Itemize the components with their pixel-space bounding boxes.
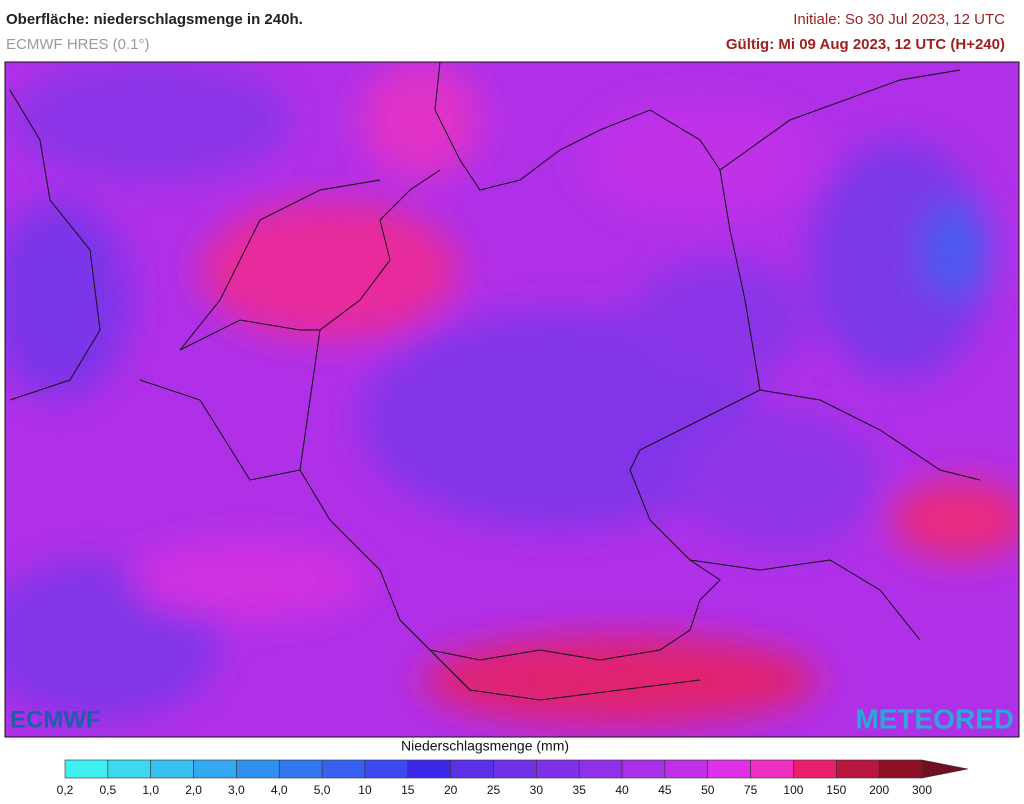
colorbar-segment (150, 759, 194, 779)
colorbar-segment (793, 759, 837, 779)
colorbar-label: 0,5 (100, 783, 117, 797)
colorbar-label: 2,0 (185, 783, 202, 797)
colorbar-segment (364, 759, 409, 779)
logo-right: METEORED (855, 703, 1014, 734)
colorbar: 0,2 0,5 1,0 2,0 3,0 4,0 5,0 10 15 20 25 30 35 40 45 50 7… (57, 759, 969, 797)
colorbar-segment (621, 759, 666, 779)
init-time: Initiale: So 30 Jul 2023, 12 UTC (793, 11, 1005, 28)
colorbar-label: 20 (444, 783, 458, 797)
colorbar-segment (278, 759, 323, 779)
title: Oberfläche: niederschlagsmenge in 240h. (6, 11, 303, 28)
colorbar-label: 45 (658, 783, 672, 797)
colorbar-label: 300 (912, 783, 932, 797)
colorbar-label: 5,0 (314, 783, 331, 797)
colorbar-segment (835, 759, 880, 779)
colorbar-label: 150 (826, 783, 846, 797)
logo-left: ECMWF (10, 706, 101, 733)
colorbar-label: 50 (701, 783, 715, 797)
colorbar-label: 1,0 (142, 783, 159, 797)
colorbar-segment (236, 759, 280, 779)
colorbar-segment (107, 759, 151, 779)
colorbar-segment (193, 759, 237, 779)
colorbar-label: 40 (615, 783, 629, 797)
colorbar-segment (707, 759, 751, 779)
colorbar-label: 3,0 (228, 783, 245, 797)
legend-title: Niederschlagsmenge (mm) (401, 738, 569, 754)
colorbar-segment (536, 759, 580, 779)
colorbar-label: 200 (869, 783, 889, 797)
colorbar-segment (578, 759, 623, 779)
map-frame (4, 61, 1020, 738)
colorbar-segment (493, 759, 537, 779)
colorbar-segment (407, 759, 451, 779)
valid-time: Gültig: Mi 09 Aug 2023, 12 UTC (H+240) (726, 36, 1005, 53)
colorbar-label: 35 (573, 783, 587, 797)
colorbar-segment (64, 759, 109, 779)
colorbar-segment (450, 759, 494, 779)
subtitle: ECMWF HRES (0.1°) (6, 36, 150, 53)
colorbar-segment (664, 759, 709, 779)
colorbar-arrow (921, 759, 969, 779)
borders (9, 62, 981, 701)
colorbar-label: 100 (783, 783, 803, 797)
colorbar-label: 4,0 (271, 783, 288, 797)
colorbar-label: 15 (401, 783, 415, 797)
colorbar-label: 10 (358, 783, 372, 797)
colorbar-segment (878, 759, 923, 779)
colorbar-segment (321, 759, 366, 779)
colorbar-segment (750, 759, 794, 779)
colorbar-label: 30 (530, 783, 544, 797)
colorbar-label: 25 (487, 783, 501, 797)
precipitation-map (5, 62, 1019, 737)
colorbar-label: 75 (744, 783, 758, 797)
colorbar-label: 0,2 (57, 783, 74, 797)
